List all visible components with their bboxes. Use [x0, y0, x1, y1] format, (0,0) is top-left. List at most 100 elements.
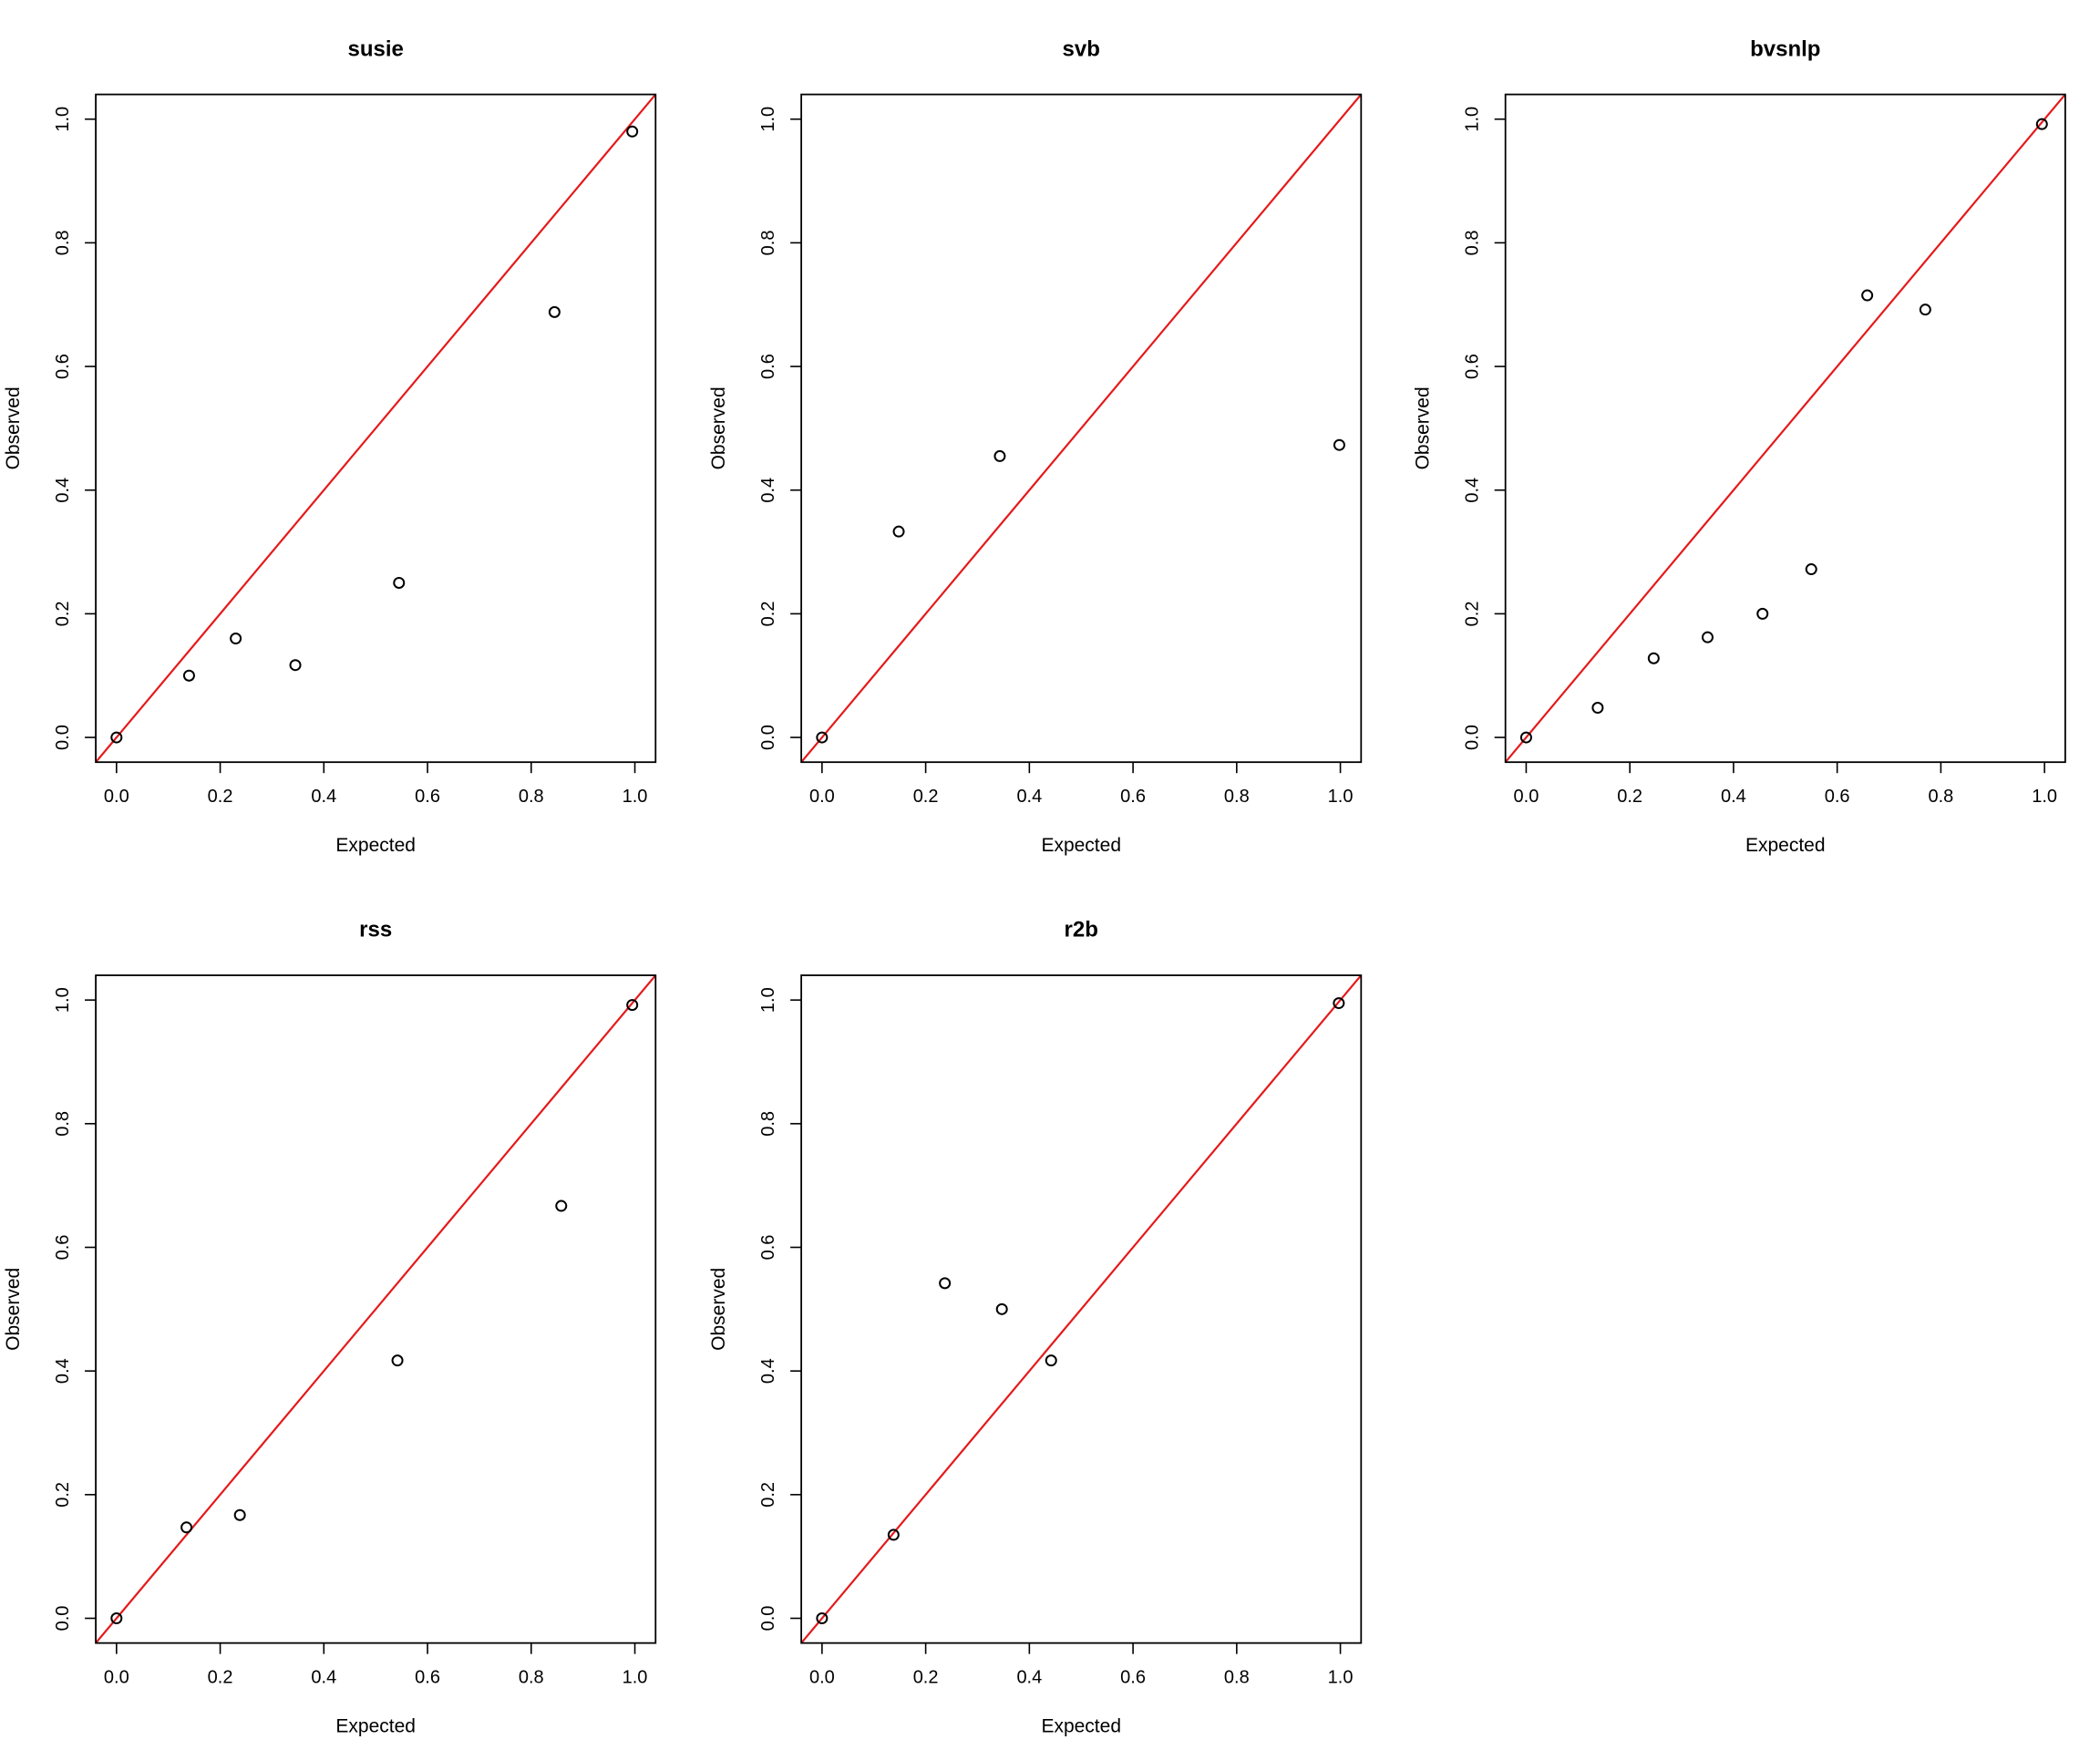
data-point — [1591, 702, 1604, 715]
data-point — [110, 731, 123, 744]
data-point — [1861, 289, 1874, 302]
y-tick-label: 0.2 — [758, 601, 778, 626]
panel-svb: 0.0 0.2 0.4 0.6 0.8 1.0 0.0 0.2 0.4 0.6 0.8 1.0 svb E… — [708, 36, 1363, 856]
y-tick-label: 0.4 — [53, 478, 73, 503]
data-point — [233, 1508, 246, 1521]
reference-line — [801, 975, 1362, 1643]
y-tick-label: 0.4 — [758, 1358, 778, 1384]
y-tick-label: 0.6 — [758, 1235, 778, 1261]
y-axis-label: Observed — [708, 1268, 729, 1351]
data-point — [393, 576, 406, 589]
y-tick-label: 0.0 — [758, 1606, 778, 1632]
data-point — [816, 731, 829, 744]
data-point — [887, 1529, 900, 1541]
x-tick-label: 1.0 — [623, 787, 648, 807]
chart-title: svb — [1063, 36, 1100, 61]
panel-rss: 0.0 0.2 0.4 0.6 0.8 1.0 0.0 0.2 0.4 0.6 0.8 1.0 rss E… — [3, 918, 657, 1737]
reference-line — [96, 975, 656, 1643]
x-tick-label: 0.0 — [809, 1668, 835, 1688]
data-point — [626, 125, 639, 138]
data-point — [1919, 304, 1931, 316]
data-point — [182, 669, 195, 682]
data-point — [2035, 118, 2048, 130]
x-tick-label: 0.0 — [1514, 787, 1539, 807]
data-point — [1333, 438, 1345, 451]
panel-bvsnlp: 0.0 0.2 0.4 0.6 0.8 1.0 0.0 0.2 0.4 0.6 0.8 1.0 bvsn… — [1413, 36, 2066, 856]
x-axis-label: Expected — [1745, 835, 1826, 856]
x-tick-label: 0.8 — [1224, 787, 1250, 807]
y-tick-label: 0.4 — [758, 478, 778, 503]
y-tick-label: 1.0 — [53, 107, 73, 132]
data-point — [1756, 607, 1769, 620]
y-tick-label: 0.8 — [1463, 230, 1483, 255]
plot-frame — [800, 93, 1363, 764]
x-tick-label: 0.4 — [1721, 787, 1746, 807]
plot-frame — [95, 974, 657, 1644]
data-point — [1701, 631, 1714, 643]
x-tick-label: 0.4 — [1016, 1668, 1042, 1688]
x-tick-label: 0.6 — [415, 787, 440, 807]
x-tick-label: 0.4 — [311, 1668, 336, 1688]
x-axis-label: Expected — [335, 835, 416, 856]
y-axis-label: Observed — [3, 386, 24, 469]
plot-frame — [1504, 93, 2066, 764]
y-tick-label: 0.6 — [53, 354, 73, 379]
data-point — [548, 305, 561, 318]
y-tick-label: 0.8 — [758, 1111, 778, 1137]
x-tick-label: 0.6 — [1120, 787, 1146, 807]
y-axis-label: Observed — [708, 386, 729, 469]
data-point — [995, 1302, 1008, 1315]
y-tick-label: 0.2 — [1463, 601, 1483, 626]
plot-frame — [800, 974, 1363, 1644]
data-point — [1333, 997, 1345, 1010]
x-axis-label: Expected — [1041, 1716, 1121, 1737]
x-tick-label: 0.4 — [1016, 787, 1042, 807]
y-tick-label: 0.6 — [1463, 354, 1483, 379]
reference-line — [801, 94, 1362, 763]
x-tick-label: 1.0 — [1328, 787, 1354, 807]
y-tick-label: 0.4 — [53, 1358, 73, 1384]
y-tick-label: 1.0 — [1463, 107, 1483, 132]
x-tick-label: 1.0 — [2032, 787, 2057, 807]
data-point — [555, 1199, 568, 1212]
x-tick-label: 0.2 — [913, 787, 939, 807]
data-point — [1647, 652, 1660, 664]
x-tick-label: 0.0 — [104, 1668, 129, 1688]
x-tick-label: 0.2 — [208, 787, 233, 807]
x-tick-label: 0.6 — [1120, 1668, 1146, 1688]
x-tick-label: 0.8 — [519, 1668, 544, 1688]
x-tick-label: 0.0 — [809, 787, 835, 807]
y-tick-label: 0.0 — [53, 725, 73, 750]
data-point — [1045, 1354, 1057, 1367]
data-point — [1805, 563, 1817, 576]
data-point — [180, 1521, 193, 1534]
data-point — [626, 999, 639, 1012]
y-tick-label: 0.0 — [1463, 725, 1483, 750]
data-point — [230, 633, 242, 645]
chart-title: r2b — [1065, 918, 1098, 942]
y-tick-label: 0.8 — [53, 1111, 73, 1137]
y-tick-label: 0.2 — [758, 1482, 778, 1508]
x-tick-label: 0.2 — [1617, 787, 1642, 807]
x-tick-label: 1.0 — [623, 1668, 648, 1688]
x-tick-label: 0.8 — [519, 787, 544, 807]
y-tick-label: 1.0 — [758, 987, 778, 1013]
data-point — [939, 1277, 952, 1290]
data-point — [892, 525, 905, 538]
x-tick-label: 0.4 — [311, 787, 336, 807]
y-tick-label: 0.6 — [53, 1235, 73, 1261]
x-tick-label: 0.2 — [913, 1668, 939, 1688]
y-axis-label: Observed — [3, 1268, 24, 1351]
data-point — [110, 1612, 123, 1625]
y-tick-label: 0.6 — [758, 354, 778, 379]
x-tick-label: 1.0 — [1328, 1668, 1354, 1688]
y-tick-label: 0.2 — [53, 601, 73, 626]
x-tick-label: 0.6 — [1825, 787, 1850, 807]
y-tick-label: 1.0 — [758, 107, 778, 132]
panel-r2b: 0.0 0.2 0.4 0.6 0.8 1.0 0.0 0.2 0.4 0.6 0.8 1.0 r2b E… — [708, 918, 1363, 1737]
y-tick-label: 0.8 — [53, 230, 73, 255]
chart-title: rss — [359, 918, 392, 942]
x-tick-label: 0.8 — [1928, 787, 1953, 807]
x-axis-label: Expected — [1041, 835, 1121, 856]
